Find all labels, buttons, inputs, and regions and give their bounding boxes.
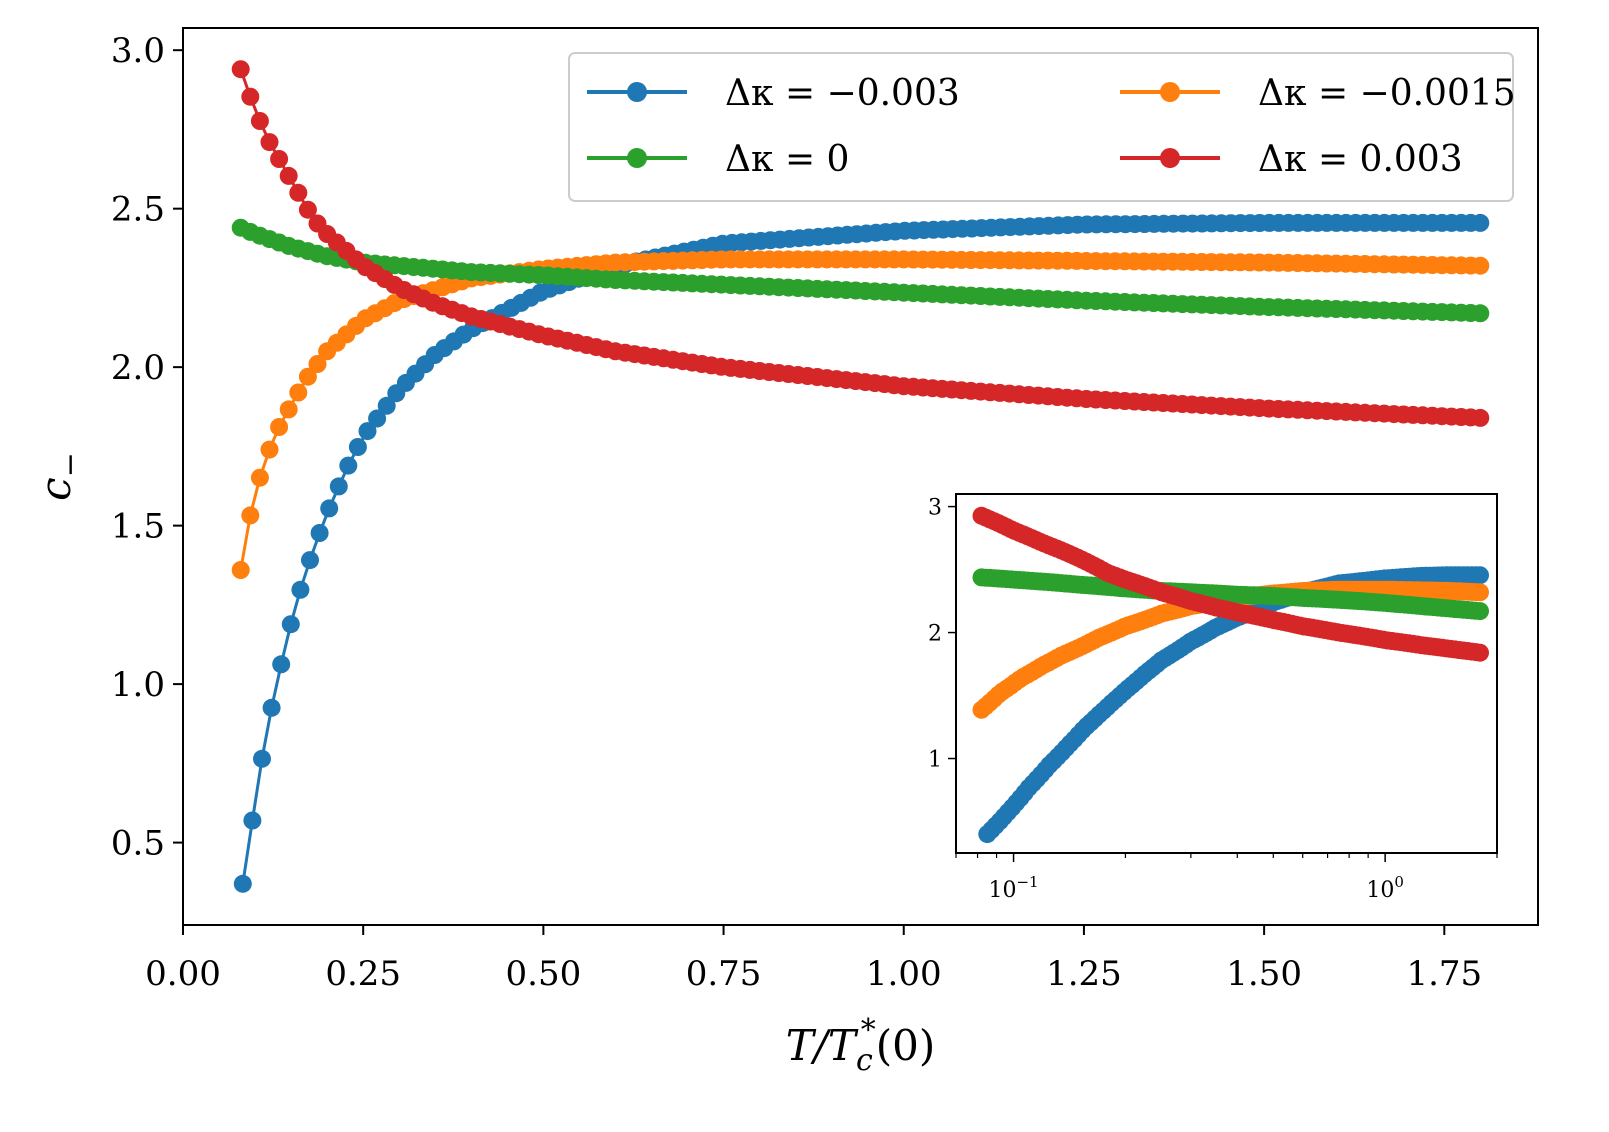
x-tick-label: 0.50	[506, 954, 582, 994]
y-tick-label: 1.0	[111, 665, 165, 705]
series-marker-2	[1471, 304, 1490, 323]
series-marker-1	[241, 506, 260, 525]
inset-x-tick-base: 10	[988, 878, 1016, 903]
x-tick-label: 1.50	[1226, 954, 1302, 994]
series-marker-3	[279, 166, 298, 185]
series-marker-0	[1471, 213, 1490, 232]
series-marker-0	[281, 615, 300, 634]
legend-label-0: Δκ = −0.003	[725, 73, 960, 114]
legend-label-2: Δκ = 0	[725, 139, 849, 180]
inset-series-marker-3	[1471, 643, 1489, 662]
inset-x-tick-label: 100	[1366, 873, 1404, 903]
series-marker-0	[348, 438, 367, 456]
series-marker-0	[233, 874, 252, 893]
main-axes-frame	[182, 27, 1539, 926]
inset-x-tick-label: 10−1	[988, 873, 1038, 903]
series-marker-3	[289, 183, 308, 202]
series-marker-0	[262, 698, 281, 717]
series-marker-1	[308, 355, 327, 373]
y-tick-label: 2.5	[111, 190, 165, 230]
series-marker-0	[272, 655, 291, 674]
series-marker-0	[329, 477, 348, 496]
series-marker-0	[310, 524, 329, 542]
series-marker-1	[270, 418, 289, 436]
inset-y-tick-label: 2	[928, 622, 942, 647]
y-tick-label: 1.5	[111, 507, 165, 547]
series-marker-1	[289, 383, 308, 402]
legend-label-3: Δκ = 0.003	[1258, 139, 1463, 180]
series-marker-3	[260, 133, 279, 152]
inset-x-tick-base: 10	[1366, 878, 1394, 903]
legend-marker-2	[627, 148, 647, 168]
series-marker-0	[301, 551, 319, 570]
series-marker-0	[368, 409, 387, 428]
inset-y-tick-label: 1	[928, 748, 942, 773]
inset-series-group	[972, 506, 1489, 844]
legend: Δκ = −0.003 Δκ = 0 Δκ = −0.0015 Δκ = 0.003	[568, 52, 1516, 202]
inset-series-marker-1	[1471, 583, 1489, 602]
series-marker-3	[241, 87, 260, 106]
series-marker-3	[1471, 408, 1490, 427]
series-marker-1	[231, 561, 250, 579]
series-marker-3	[270, 150, 289, 168]
series-marker-3	[298, 200, 317, 219]
legend-marker-3	[1160, 148, 1180, 168]
series-marker-1	[279, 400, 298, 419]
series-marker-1	[260, 440, 279, 459]
legend-label-1: Δκ = −0.0015	[1258, 73, 1516, 114]
inset-series-marker-0	[1471, 566, 1489, 585]
x-tick-label: 1.25	[1046, 954, 1122, 994]
legend-marker-0	[627, 82, 647, 102]
main-plot: 0.00 0.25 0.50 0.75 1.00 1.25 1.50 1.750.51.01.…	[31, 27, 1539, 1078]
series-marker-3	[250, 112, 269, 130]
legend-marker-1	[1160, 82, 1180, 102]
legend-box	[568, 52, 1514, 202]
series-marker-0	[243, 811, 262, 830]
series-marker-1	[1471, 256, 1490, 275]
inset-axes-frame	[955, 493, 1498, 854]
series-marker-0	[253, 749, 271, 768]
series-marker-1	[250, 468, 269, 487]
main-series-group	[231, 60, 1490, 893]
inset-series-marker-2	[1471, 602, 1489, 621]
x-tick-label: 0.75	[686, 954, 762, 994]
inset-x-tick-exponent: −1	[1016, 873, 1038, 891]
series-marker-0	[358, 422, 377, 441]
x-axis-title: T/Tc*(0)	[786, 1013, 936, 1078]
inset-x-tick-exponent: 0	[1394, 873, 1404, 891]
x-tick-label: 0.25	[325, 954, 401, 994]
x-tick-label: 1.00	[866, 954, 942, 994]
series-marker-0	[320, 499, 339, 518]
series-marker-3	[231, 60, 250, 79]
y-axis-title: c−	[31, 452, 88, 501]
y-tick-label: 0.5	[111, 824, 165, 864]
series-marker-0	[377, 396, 396, 415]
x-tick-label: 1.75	[1406, 954, 1482, 994]
inset-y-tick-label: 3	[928, 496, 942, 521]
series-marker-1	[298, 367, 317, 386]
y-tick-label: 2.0	[111, 348, 165, 388]
x-tick-label: 0.00	[145, 954, 221, 994]
series-marker-0	[291, 580, 310, 599]
series-marker-0	[339, 456, 358, 475]
y-tick-label: 3.0	[111, 31, 165, 71]
